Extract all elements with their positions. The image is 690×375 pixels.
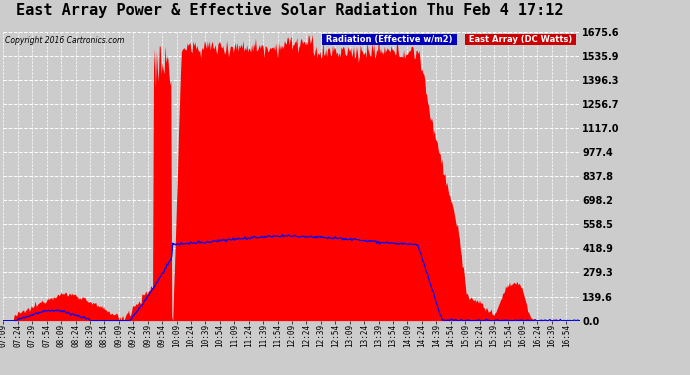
Text: East Array Power & Effective Solar Radiation Thu Feb 4 17:12: East Array Power & Effective Solar Radia… xyxy=(16,2,564,18)
Text: Copyright 2016 Cartronics.com: Copyright 2016 Cartronics.com xyxy=(5,36,124,45)
Text: East Array (DC Watts): East Array (DC Watts) xyxy=(466,35,575,44)
Text: Radiation (Effective w/m2): Radiation (Effective w/m2) xyxy=(323,35,455,44)
